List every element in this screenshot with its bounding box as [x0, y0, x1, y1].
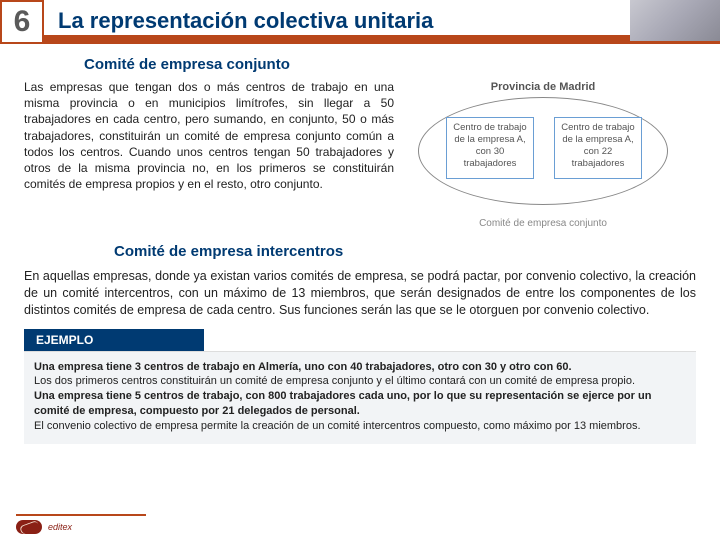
diagram-province-label: Provincia de Madrid: [491, 81, 596, 93]
province-diagram: Provincia de Madrid Centro de trabajo de…: [408, 79, 678, 229]
section1-text: Las empresas que tengan dos o más centro…: [24, 79, 394, 229]
ejemplo-line3: Una empresa tiene 5 centros de trabajo, …: [34, 389, 686, 419]
header-decorative-image: [630, 0, 720, 44]
footer-accent-line: [16, 514, 146, 516]
editex-logo-icon: [16, 520, 42, 534]
ejemplo-line2: Los dos primeros centros constituirán un…: [34, 374, 686, 389]
section1-heading: Comité de empresa conjunto: [84, 56, 696, 73]
diagram-bottom-label: Comité de empresa conjunto: [479, 218, 607, 229]
slide-header: 6 La representación colectiva unitaria: [0, 0, 720, 44]
ejemplo-line4: El convenio colectivo de empresa permite…: [34, 419, 686, 434]
ejemplo-box: Una empresa tiene 3 centros de trabajo e…: [24, 351, 696, 444]
section2-text: En aquellas empresas, donde ya existan v…: [24, 268, 696, 319]
content-area: Comité de empresa conjunto Las empresas …: [0, 44, 720, 444]
footer-brand-text: editex: [48, 522, 72, 532]
ejemplo-label: EJEMPLO: [24, 329, 204, 351]
slide-title: La representación colectiva unitaria: [44, 0, 720, 44]
diagram-box-b: Centro de trabajo de la empresa A, con 2…: [554, 117, 642, 179]
ejemplo-line1: Una empresa tiene 3 centros de trabajo e…: [34, 360, 686, 375]
section2-heading: Comité de empresa intercentros: [114, 243, 696, 260]
diagram-box-a: Centro de trabajo de la empresa A, con 3…: [446, 117, 534, 179]
section1-row: Las empresas que tengan dos o más centro…: [24, 79, 696, 229]
footer: editex: [16, 520, 72, 534]
chapter-number: 6: [0, 0, 44, 44]
